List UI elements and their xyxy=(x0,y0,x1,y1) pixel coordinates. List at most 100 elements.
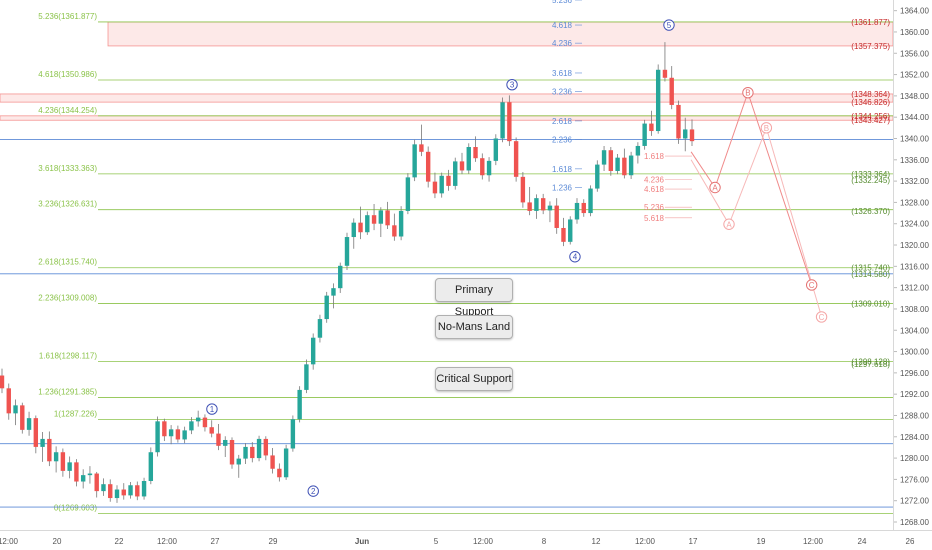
candle xyxy=(642,123,647,146)
candle xyxy=(622,157,627,176)
y-tick-label: 1308.00 xyxy=(900,305,929,314)
candle xyxy=(80,475,86,482)
candle xyxy=(540,198,546,211)
wave-label: B xyxy=(764,124,769,133)
candle xyxy=(439,175,444,194)
candle xyxy=(155,421,160,453)
candle xyxy=(534,198,539,211)
fib-level-label: 1.618(1298.117) xyxy=(39,352,97,361)
wave-label-circle xyxy=(709,181,721,194)
candle xyxy=(209,427,214,434)
candle xyxy=(304,364,309,390)
candle xyxy=(500,102,505,139)
price-label: (1326.370) xyxy=(851,207,890,216)
candle xyxy=(601,150,607,165)
candle xyxy=(398,210,404,237)
candle xyxy=(243,446,248,459)
projected-wave-path-alt xyxy=(690,126,823,318)
candle xyxy=(419,144,424,152)
price-label: (1361.877) xyxy=(851,18,890,27)
fib-level-label: 0(1269.603) xyxy=(54,503,97,512)
price-label: (1309.010) xyxy=(851,300,890,309)
fib-projection-label: 5.618 xyxy=(644,214,665,223)
y-tick-label: 1332.00 xyxy=(900,177,929,186)
candle xyxy=(168,429,174,437)
candle xyxy=(344,237,350,266)
wave-label-circle xyxy=(569,251,581,263)
y-tick-label: 1300.00 xyxy=(900,348,929,357)
candle xyxy=(108,484,113,499)
y-tick-label: 1340.00 xyxy=(900,134,929,143)
no-mans-land-callout[interactable]: No-Mans Land xyxy=(435,315,513,339)
candle xyxy=(229,439,235,465)
wave-label-circle xyxy=(742,86,754,99)
wave-label: 2 xyxy=(311,487,316,496)
critical-support-callout[interactable]: Critical Support xyxy=(435,367,513,391)
price-label: (1348.364) xyxy=(851,90,890,99)
wave-label-circle xyxy=(723,218,735,230)
candle xyxy=(669,77,674,105)
wave-label-circle xyxy=(307,485,319,497)
candle xyxy=(175,429,181,440)
y-tick-label: 1348.00 xyxy=(900,92,929,101)
candle xyxy=(256,438,262,459)
wave-label: 4 xyxy=(573,253,578,262)
y-tick-label: 1336.00 xyxy=(900,156,929,165)
candle xyxy=(405,177,411,211)
candle xyxy=(473,147,478,159)
candle xyxy=(189,421,194,431)
price-label: (1298.128) xyxy=(851,358,890,367)
candle xyxy=(94,473,99,492)
candle xyxy=(655,69,661,132)
primary-support-callout[interactable]: Primary Support xyxy=(435,278,513,318)
y-tick-label: 1312.00 xyxy=(900,284,929,293)
wave-label-circle xyxy=(206,403,218,415)
wave-label: B xyxy=(745,89,750,98)
candle xyxy=(446,175,451,186)
y-tick-label: 1288.00 xyxy=(900,411,929,420)
candle xyxy=(453,161,458,186)
candle xyxy=(649,123,654,132)
y-tick-label: 1296.00 xyxy=(900,369,929,378)
y-tick-label: 1280.00 xyxy=(900,454,929,463)
candle xyxy=(141,480,147,497)
x-tick-label: 20 xyxy=(53,537,62,546)
x-tick-label: 17 xyxy=(689,537,698,546)
candle xyxy=(53,452,59,462)
resistance-zone xyxy=(0,115,894,121)
candle xyxy=(263,438,269,456)
candle xyxy=(216,433,221,446)
candle xyxy=(507,102,512,142)
x-tick-label: 12:00 xyxy=(0,537,19,546)
wave-label-circle xyxy=(815,311,828,323)
candle xyxy=(202,417,208,428)
candle xyxy=(615,157,620,171)
fib-level-label: 2.236(1309.008) xyxy=(38,294,97,303)
candle xyxy=(676,104,681,139)
wave-label-circle xyxy=(663,19,675,31)
price-label: (1346.826) xyxy=(851,98,890,107)
candle xyxy=(568,219,573,242)
candle xyxy=(662,69,668,78)
candle xyxy=(547,205,553,211)
y-tick-label: 1268.00 xyxy=(900,518,929,527)
fib-projection-label: 1.618 xyxy=(644,152,665,161)
candle xyxy=(162,421,167,437)
x-tick-label: 27 xyxy=(211,537,220,546)
candle xyxy=(297,389,302,420)
fib-extension-label: 4.236 xyxy=(552,39,573,48)
candle xyxy=(371,215,377,224)
resistance-zone xyxy=(107,21,894,47)
candle xyxy=(365,215,370,233)
x-tick-label: 5 xyxy=(434,537,439,546)
candle xyxy=(33,418,39,447)
candle xyxy=(135,485,140,497)
fib-extension-label: 3.618 xyxy=(552,69,573,78)
y-tick-label: 1316.00 xyxy=(900,262,929,271)
candle xyxy=(554,205,559,228)
candle xyxy=(40,438,45,447)
candle xyxy=(425,151,431,182)
y-tick-label: 1272.00 xyxy=(900,497,929,506)
candle xyxy=(277,468,282,478)
